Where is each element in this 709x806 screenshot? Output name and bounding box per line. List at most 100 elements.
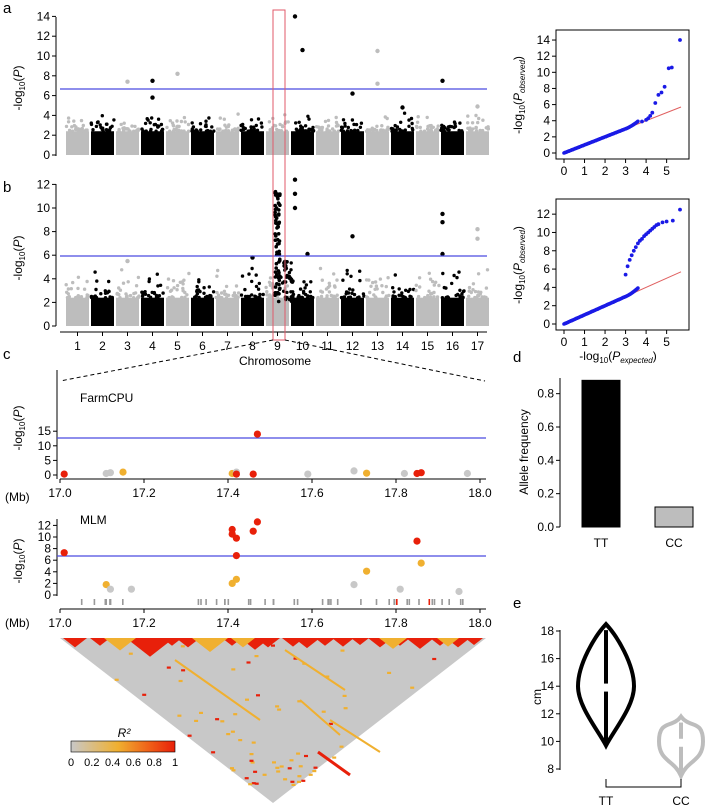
snp-point — [199, 128, 203, 132]
snp-point — [195, 284, 199, 289]
snp-point — [354, 122, 359, 127]
farmcpu-ylabel: -log10(P) — [11, 406, 27, 451]
snp-point — [76, 286, 80, 291]
qq-ytick-label: 12 — [537, 49, 551, 63]
ld-cell — [238, 739, 243, 742]
farmcpu-snp-point — [232, 470, 240, 478]
snp-point — [254, 295, 258, 299]
mlm-xticks: 17.0 17.2 17.4 17.6 17.8 18.0 — [48, 609, 492, 630]
snp-point — [386, 276, 390, 280]
snp-point — [416, 115, 420, 119]
snp-point — [301, 289, 306, 294]
snp-point — [466, 114, 470, 118]
snp-point — [397, 287, 401, 291]
snp-point — [148, 121, 152, 125]
snp-point — [240, 274, 245, 278]
ld-block-high — [63, 638, 87, 648]
bar-yticks: 0.0 0.2 0.4 0.6 0.8 — [537, 387, 560, 534]
manhattan-b-xticks: 1 2 3 4 5 6 7 8 9 10 11 12 13 14 15 16 17 — [74, 332, 484, 353]
snp-point — [397, 293, 401, 297]
snp-point — [342, 295, 347, 299]
snp-point — [167, 295, 171, 300]
violin-ylabel: cm — [530, 689, 544, 705]
manhattan-a-ytick-tick-label: 0 — [43, 148, 50, 162]
qq-point — [678, 38, 682, 42]
snp-point — [230, 128, 235, 132]
snp-point — [239, 293, 244, 297]
snp-point — [316, 295, 320, 300]
snp-point — [375, 287, 379, 291]
snp-point — [471, 288, 475, 292]
ld-cell — [290, 780, 295, 783]
peak-snp-point — [305, 251, 310, 257]
snp-point — [289, 268, 293, 272]
snp-point — [375, 124, 379, 128]
snp-point — [340, 129, 345, 133]
chromosome-band-1 — [66, 131, 89, 155]
chromosome-tick-label: 14 — [396, 339, 410, 353]
chromosome-band-10 — [291, 297, 314, 326]
manhattan-b-points — [64, 177, 490, 326]
chromosome-band-9 — [266, 297, 289, 326]
snp-point — [398, 127, 402, 132]
bar-ytick-label: 0.0 — [537, 520, 554, 534]
snp-point — [326, 118, 331, 123]
snp-point — [264, 285, 268, 290]
snp-point — [117, 129, 121, 133]
snp-point — [144, 129, 148, 133]
snp-point — [423, 295, 427, 300]
snp-point — [302, 280, 306, 284]
snp-point — [289, 261, 293, 265]
mlm-snp-point — [249, 527, 257, 535]
snp-point — [380, 284, 384, 288]
ld-cell — [180, 645, 185, 648]
mlm-ytick-label: 6 — [44, 553, 51, 567]
snp-point — [351, 288, 355, 292]
manhattan-b-ytick-tick-label: 0 — [43, 319, 50, 333]
bar-series: TT CC — [581, 379, 694, 550]
ld-cell — [215, 718, 220, 721]
ld-cell — [166, 666, 171, 669]
snp-point — [186, 129, 191, 133]
ld-block-mid — [104, 638, 136, 651]
snp-point — [462, 289, 466, 293]
snp-rug-mark — [448, 599, 450, 605]
manhattan-a-ytick-tick-label: 12 — [37, 29, 51, 43]
qq-xtick-label: 1 — [581, 164, 588, 178]
ld-legend-tick-label: 0.2 — [84, 757, 99, 769]
snp-rug-mark — [296, 599, 299, 605]
qq-ytick-label: 8 — [543, 81, 550, 95]
ld-block-mid — [231, 638, 255, 648]
snp-point — [301, 128, 305, 133]
mlm-title: MLM — [80, 513, 107, 527]
snp-point — [172, 127, 176, 132]
qq-point — [664, 219, 669, 224]
snp-point — [440, 296, 445, 300]
snp-point — [393, 273, 397, 277]
mlm-points — [60, 518, 463, 596]
snp-point — [437, 283, 441, 288]
snp-point — [327, 281, 331, 285]
snp-point — [289, 299, 293, 303]
snp-point — [433, 128, 438, 133]
snp-point — [485, 268, 490, 272]
snp-point — [170, 121, 175, 125]
chromosome-band-5 — [166, 131, 189, 155]
snp-point — [255, 128, 260, 132]
snp-point — [202, 286, 206, 290]
bar-cc — [654, 506, 694, 528]
snp-point — [432, 295, 436, 299]
snp-point — [89, 121, 94, 125]
ld-cell — [178, 679, 183, 683]
panel-label-b: b — [3, 179, 11, 196]
chromosome-band-12 — [341, 131, 364, 155]
manhattan-b-ytick-tick-label: 8 — [43, 225, 50, 239]
snp-point — [482, 295, 486, 300]
ld-cell — [245, 698, 249, 701]
snp-point — [103, 296, 108, 300]
snp-point — [277, 221, 281, 225]
snp-point — [124, 295, 129, 299]
snp-point — [314, 125, 319, 129]
snp-point — [122, 126, 127, 131]
snp-point — [359, 121, 364, 125]
